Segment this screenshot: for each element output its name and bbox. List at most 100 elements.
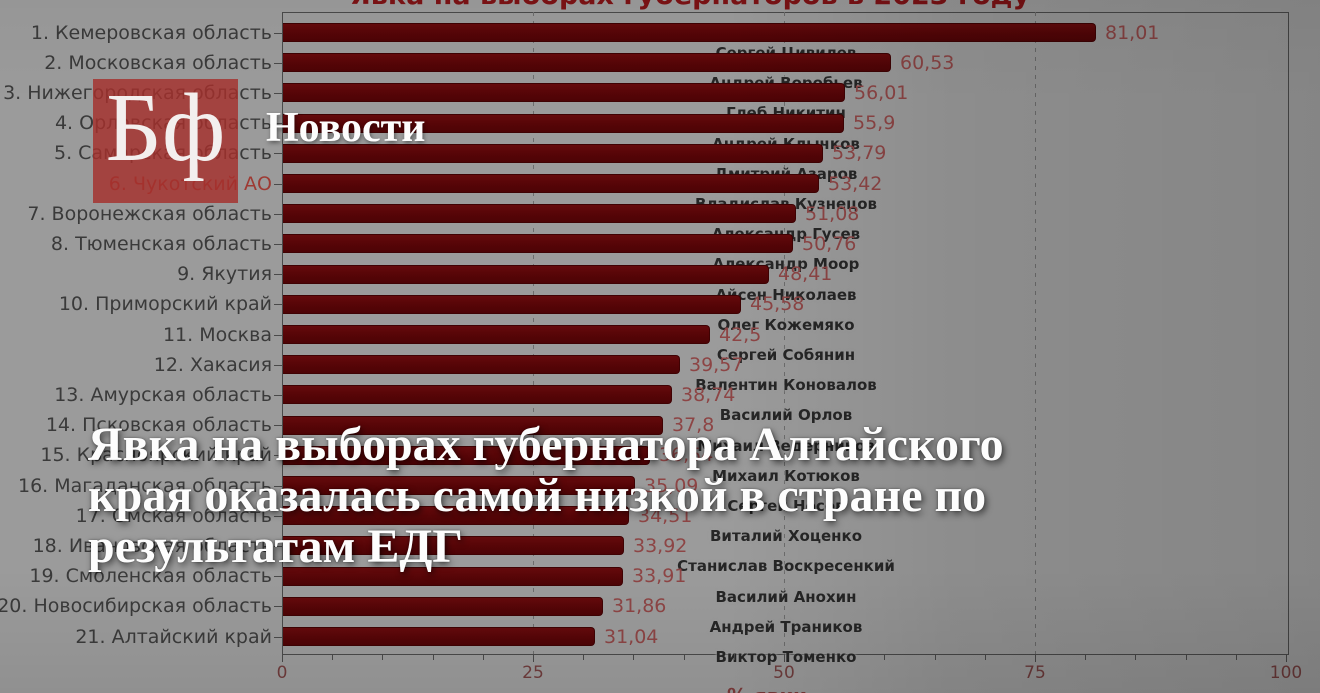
turnout-bar: [283, 23, 1096, 42]
news-section-label: Новости: [266, 105, 426, 151]
governor-name: Айсен Николаев: [715, 286, 857, 304]
y-axis-line: [282, 12, 283, 655]
bar-value: 31,04: [604, 626, 659, 648]
bar-value: 51,08: [805, 203, 860, 225]
x-tick-label: 100: [1269, 663, 1303, 683]
bar-value: 55,9: [853, 112, 896, 134]
region-label: 13. Амурская область: [54, 384, 272, 406]
category-tick: [274, 123, 282, 124]
bar-value: 60,53: [900, 52, 955, 74]
category-tick: [274, 425, 282, 426]
headline-line-3: результатам ЕДГ: [88, 520, 463, 573]
bar-value: 48,41: [778, 263, 833, 285]
x-major-tick: [784, 654, 785, 662]
governor-name: Сергей Собянин: [716, 346, 856, 364]
governor-name: Олег Кожемяко: [717, 316, 855, 334]
x-minor-tick: [483, 654, 484, 660]
category-tick: [274, 153, 282, 154]
turnout-bar: [283, 204, 796, 223]
region-label: 19. Смоленская область: [29, 565, 272, 587]
category-tick: [274, 516, 282, 517]
region-label: 21. Алтайский край: [75, 626, 272, 648]
x-minor-tick: [734, 654, 735, 660]
governor-name: Виталий Хоценко: [710, 527, 862, 545]
category-tick: [274, 33, 282, 34]
gridline-50: [784, 12, 785, 654]
turnout-bar: [283, 567, 623, 586]
category-tick: [274, 486, 282, 487]
region-label: 14. Псковская область: [45, 414, 272, 436]
governor-name: Василий Орлов: [719, 406, 853, 424]
category-tick: [274, 184, 282, 185]
x-minor-tick: [433, 654, 434, 660]
bar-value: 37,8: [672, 414, 715, 436]
turnout-bar: [283, 597, 603, 616]
turnout-bar: [283, 295, 741, 314]
bar-value: 38,74: [681, 384, 736, 406]
bar-value: 35,09: [644, 475, 699, 497]
region-label: 7. Воронежская область: [27, 203, 272, 225]
category-tick: [274, 274, 282, 275]
region-label: 16. Магаданская область: [18, 475, 272, 497]
governor-name: Валентин Коновалов: [695, 376, 877, 394]
turnout-bar: [283, 265, 769, 284]
governor-name: Андрей Траников: [709, 618, 863, 636]
region-label: 8. Тюменская область: [50, 233, 272, 255]
turnout-bar: [283, 385, 672, 404]
category-tick: [274, 637, 282, 638]
plot-border-right: [1288, 12, 1289, 655]
category-tick: [274, 304, 282, 305]
category-tick: [274, 244, 282, 245]
article-headline: Явка на выборах губернатора Алтайского к…: [88, 419, 1004, 572]
bar-value: 36,54: [659, 444, 714, 466]
bar-value: 53,79: [832, 142, 887, 164]
turnout-bar: [283, 174, 819, 193]
bf-logo: Бф: [93, 79, 238, 203]
x-minor-tick: [583, 654, 584, 660]
turnout-bar: [283, 325, 710, 344]
x-minor-tick: [834, 654, 835, 660]
bar-value: 53,42: [828, 173, 883, 195]
governor-name: Михаил Котюков: [712, 467, 860, 485]
region-label: 18. Ивановская область: [32, 535, 272, 557]
x-tick-label: 50: [773, 663, 795, 683]
x-minor-tick: [1236, 654, 1237, 660]
x-major-tick: [282, 654, 283, 662]
turnout-bar: [283, 53, 891, 72]
x-major-tick: [1286, 654, 1287, 662]
category-tick: [274, 576, 282, 577]
turnout-bar: [283, 234, 793, 253]
category-tick: [274, 335, 282, 336]
x-major-tick: [1035, 654, 1036, 662]
x-minor-tick: [382, 654, 383, 660]
bar-value: 33,92: [633, 535, 688, 557]
bar-value: 56,01: [854, 82, 909, 104]
turnout-bar: [283, 627, 595, 646]
x-minor-tick: [684, 654, 685, 660]
x-tick-label: 25: [522, 663, 544, 683]
category-tick: [274, 93, 282, 94]
turnout-bar: [283, 355, 680, 374]
category-tick: [274, 214, 282, 215]
x-minor-tick: [1135, 654, 1136, 660]
region-label: 17. Омская область: [75, 505, 272, 527]
x-minor-tick: [884, 654, 885, 660]
region-label: 2. Московская область: [44, 52, 272, 74]
headline-line-1: Явка на выборах губернатора Алтайского: [88, 418, 1004, 471]
bar-value: 31,86: [612, 595, 667, 617]
x-major-tick: [533, 654, 534, 662]
region-label: 1. Кемеровская область: [30, 22, 272, 44]
x-minor-tick: [332, 654, 333, 660]
category-tick: [274, 395, 282, 396]
turnout-bar: [283, 83, 845, 102]
x-tick-label: 75: [1024, 663, 1046, 683]
region-label: 9. Якутия: [177, 263, 272, 285]
x-minor-tick: [1186, 654, 1187, 660]
turnout-bar: [283, 536, 624, 555]
x-minor-tick: [935, 654, 936, 660]
category-tick: [274, 455, 282, 456]
plot-border-top: [282, 12, 1288, 13]
governor-name: Станислав Воскресенкий: [677, 557, 895, 575]
category-tick: [274, 365, 282, 366]
